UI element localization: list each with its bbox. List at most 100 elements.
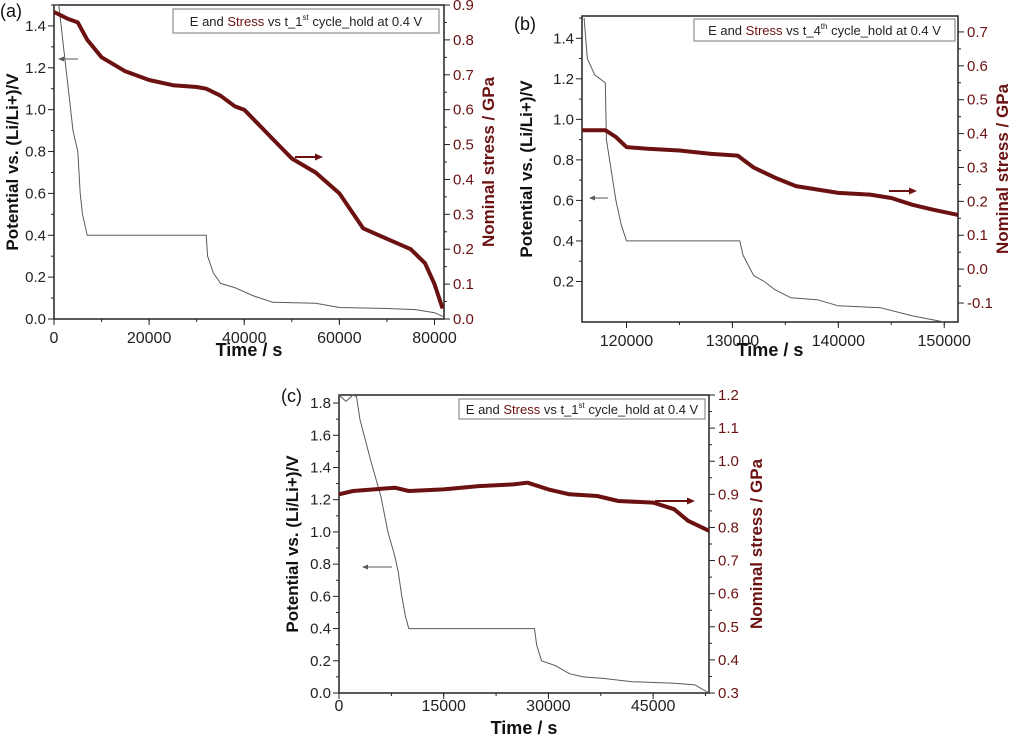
y2-tick-label: 0.3	[718, 685, 739, 702]
y-tick-label: 0.6	[310, 588, 331, 605]
panel-label: (b)	[514, 14, 536, 34]
y2-tick-label: 0.5	[453, 137, 474, 154]
legend-superscript: st	[579, 401, 586, 410]
y-tick-label: 1.0	[553, 111, 574, 128]
y-tick-label: 1.0	[310, 524, 331, 541]
y-tick-label: 1.2	[553, 71, 574, 88]
y2-tick-label: 0.5	[967, 92, 988, 109]
legend-middle: vs t_4	[783, 23, 821, 38]
y-tick-label: 0.8	[553, 152, 574, 169]
potential-series-line	[338, 394, 710, 694]
y-tick-label: 0.6	[25, 185, 46, 202]
y2-tick-label: 0.8	[453, 32, 474, 49]
legend-box	[172, 8, 440, 34]
y-tick-label: 0.2	[310, 653, 331, 670]
y2-tick-label: 0.4	[718, 652, 739, 669]
legend-text: E and Stress vs t_4th cycle_hold at 0.4 …	[708, 22, 941, 38]
left-arrow-head	[58, 56, 64, 62]
legend-middle: vs t_1	[540, 402, 578, 417]
legend-superscript: st	[303, 13, 310, 22]
y2-tick-label: 0.2	[967, 193, 988, 210]
y2-tick-label: 0.8	[718, 519, 739, 536]
y2-axis-label: Nominal stress / GPa	[747, 458, 766, 629]
y-tick-label: 1.4	[310, 459, 331, 476]
y-tick-label: 0.8	[25, 144, 46, 161]
y2-tick-label: 0.9	[718, 486, 739, 503]
y2-axis-label: Nominal stress / GPa	[479, 76, 498, 247]
legend-prefix: E and	[708, 23, 746, 38]
legend-superscript: th	[821, 22, 828, 31]
panel-label: (a)	[0, 1, 22, 21]
y-axis-label: Potential vs. (Li/Li+)/V	[517, 80, 536, 258]
y2-tick-label: 1.0	[718, 453, 739, 470]
y-tick-label: 0.2	[553, 273, 574, 290]
y-tick-label: 0.4	[310, 621, 331, 638]
y-tick-label: 0.6	[553, 192, 574, 209]
y2-tick-label: 0.1	[453, 276, 474, 293]
legend-suffix: cycle_hold at 0.4 V	[585, 402, 699, 417]
legend-middle: vs t_1	[264, 14, 302, 29]
potential-series-line	[583, 17, 945, 323]
y-tick-label: 0.8	[310, 556, 331, 573]
y-tick-label: 0.0	[25, 311, 46, 328]
x-tick-label: 80000	[412, 330, 457, 347]
y2-tick-label: 0.4	[967, 126, 988, 143]
x-axis-label: Time / s	[737, 340, 804, 360]
right-arrow-head	[909, 187, 917, 195]
y2-tick-label: 0.0	[453, 311, 474, 328]
x-tick-label: 130000	[706, 333, 759, 350]
legend-stress: Stress	[227, 14, 264, 29]
y2-tick-label: 1.1	[718, 420, 739, 437]
plot-frame	[338, 394, 710, 694]
x-tick-label: 140000	[812, 333, 865, 350]
left-arrow-head	[362, 564, 368, 570]
y-tick-label: 0.0	[310, 685, 331, 702]
y-axis-label: Potential vs. (Li/Li+)/V	[283, 455, 302, 633]
legend-prefix: E and	[190, 14, 228, 29]
x-tick-label: 120000	[600, 333, 653, 350]
legend-text: E and Stress vs t_1st cycle_hold at 0.4 …	[190, 13, 423, 29]
legend-stress: Stress	[503, 402, 540, 417]
legend: E and Stress vs t_4th cycle_hold at 0.4 …	[693, 18, 956, 42]
right-arrow-head	[315, 153, 323, 161]
y-tick-label: 0.2	[25, 269, 46, 286]
y2-tick-label: 0.3	[967, 159, 988, 176]
legend-suffix: cycle_hold at 0.4 V	[309, 14, 423, 29]
y2-tick-label: 0.9	[453, 0, 474, 14]
y-axis-label: Potential vs. (Li/Li+)/V	[3, 73, 22, 251]
y2-tick-label: 0.7	[718, 553, 739, 570]
y-tick-label: 0.4	[553, 233, 574, 250]
x-axis-label: Time / s	[216, 340, 283, 360]
y-tick-label: 1.4	[25, 18, 46, 35]
x-tick-label: 150000	[918, 333, 971, 350]
x-tick-label: 40000	[222, 330, 267, 347]
stress-series-line	[53, 10, 445, 310]
potential-series-line	[54, 4, 445, 318]
left-arrow-head	[589, 195, 595, 201]
y2-tick-label: 0.6	[718, 586, 739, 603]
y2-tick-label: 0.0	[967, 261, 988, 278]
legend-prefix: E and	[466, 402, 504, 417]
legend: E and Stress vs t_1st cycle_hold at 0.4 …	[172, 8, 440, 34]
x-tick-label: 0	[335, 698, 344, 715]
y-tick-label: 1.4	[553, 30, 574, 47]
stress-series-line	[582, 128, 959, 217]
x-tick-label: 45000	[631, 698, 676, 715]
x-tick-label: 0	[50, 330, 59, 347]
y2-tick-label: 0.6	[453, 102, 474, 119]
x-tick-label: 20000	[127, 330, 172, 347]
y2-tick-label: 0.7	[967, 24, 988, 41]
y2-tick-label: 0.6	[967, 58, 988, 75]
chart-panel-b: 120000 130000 140000 150000 0.2 0.4 0.6 0.8 1.0 1…	[514, 14, 1012, 360]
x-tick-label: 15000	[421, 698, 466, 715]
y-tick-label: 1.2	[25, 60, 46, 77]
y-tick-label: 1.0	[25, 102, 46, 119]
y-tick-label: 0.4	[25, 227, 46, 244]
y-tick-label: 1.8	[310, 395, 331, 412]
legend-text: E and Stress vs t_1st cycle_hold at 0.4 …	[466, 401, 699, 417]
legend-box	[458, 398, 706, 420]
legend-suffix: cycle_hold at 0.4 V	[827, 23, 941, 38]
legend-stress: Stress	[746, 23, 783, 38]
y2-tick-label: -0.1	[967, 295, 993, 312]
